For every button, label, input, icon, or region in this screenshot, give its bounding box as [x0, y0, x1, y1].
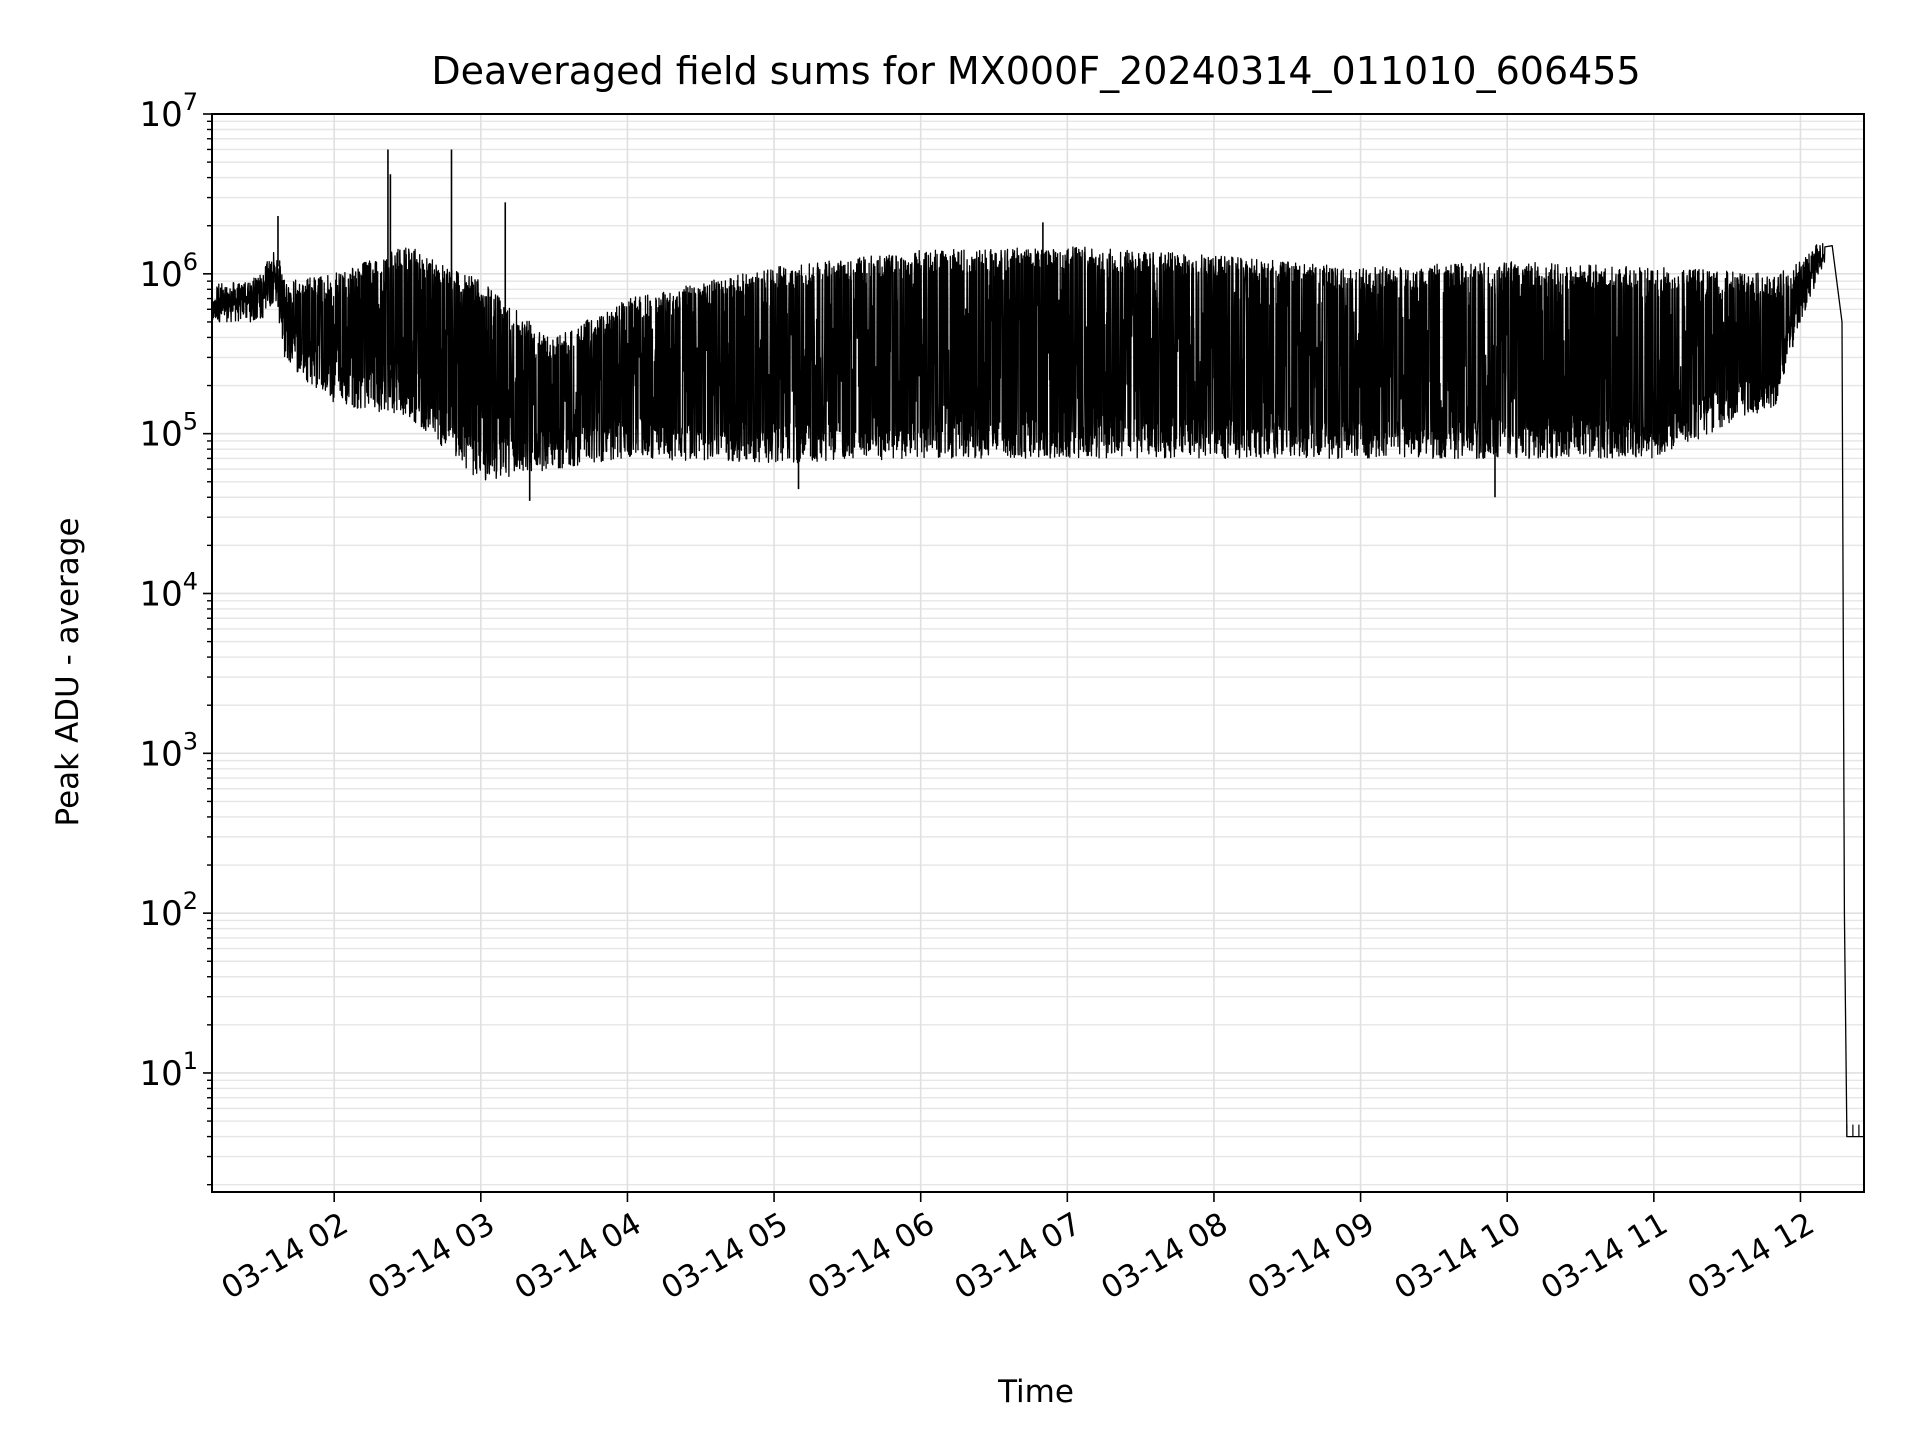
x-tick-label: 03-14 09	[1242, 1206, 1381, 1307]
y-tick-label: 107	[139, 88, 198, 135]
x-tick-label: 03-14 08	[1095, 1206, 1234, 1307]
plot-area	[211, 149, 1864, 1138]
x-tick-label: 03-14 10	[1388, 1206, 1527, 1307]
x-tick-label: 03-14 06	[802, 1206, 941, 1307]
y-tick-label: 103	[139, 727, 198, 774]
x-tick-label: 03-14 11	[1535, 1206, 1674, 1307]
y-tick-label: 101	[139, 1047, 198, 1094]
axes-frame	[211, 113, 1865, 1193]
x-tick-label: 03-14 04	[509, 1206, 648, 1307]
y-axis-label: Peak ADU - average	[50, 517, 86, 826]
x-axis: 03-14 02 03-14 03 03-14 04 03-14 05 03-14 06…	[215, 1192, 1820, 1307]
y-tick-label: 106	[139, 248, 198, 295]
x-axis-label: Time	[997, 1374, 1074, 1410]
x-tick-label: 03-14 05	[655, 1206, 794, 1307]
y-tick-label: 102	[139, 887, 198, 934]
x-tick-label: 03-14 07	[949, 1206, 1088, 1307]
x-tick-label: 03-14 03	[362, 1206, 501, 1307]
series-line	[211, 243, 1864, 1138]
chart-title: Deaveraged field sums for MX000F_2024031…	[431, 49, 1640, 93]
y-tick-label: 104	[139, 567, 198, 614]
x-tick-label: 03-14 02	[215, 1206, 354, 1307]
x-tick-label: 03-14 12	[1682, 1206, 1821, 1307]
y-axis: 101 102 103 104 105 106 107	[139, 88, 212, 1186]
y-tick-label: 105	[139, 408, 198, 455]
